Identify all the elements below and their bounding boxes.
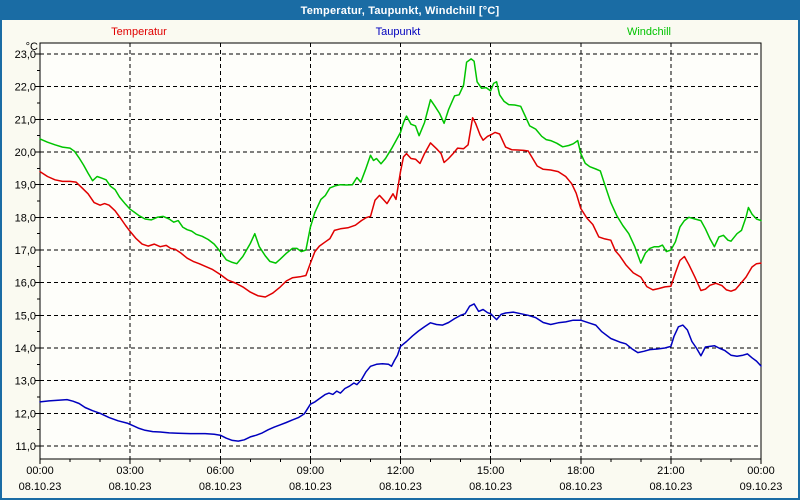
- x-tick-time-label: 03:00: [116, 465, 144, 477]
- x-tick-date-label: 08.10.23: [379, 481, 422, 493]
- x-tick-time-label: 15:00: [477, 465, 505, 477]
- x-tick-date-label: 08.10.23: [109, 481, 152, 493]
- legend-item-taupunkt: Taupunkt: [376, 26, 421, 38]
- x-tick-time-label: 00:00: [747, 465, 775, 477]
- y-tick-label: 15,0: [15, 310, 36, 322]
- y-tick-label: 21,0: [15, 114, 36, 126]
- y-tick-label: 19,0: [15, 180, 36, 192]
- y-tick-label: 23,0: [15, 49, 36, 61]
- x-tick-time-label: 21:00: [657, 465, 685, 477]
- x-tick-date-label: 08.10.23: [289, 481, 332, 493]
- x-tick-time-label: 00:00: [26, 465, 54, 477]
- x-tick-date-label: 08.10.23: [649, 481, 692, 493]
- series-line-temperatur: [39, 116, 762, 298]
- window-title: Temperatur, Taupunkt, Windchill [°C]: [300, 5, 500, 17]
- legend-item-windchill: Windchill: [627, 26, 671, 38]
- y-tick-label: 11,0: [15, 441, 36, 453]
- window-titlebar: Temperatur, Taupunkt, Windchill [°C]: [2, 2, 798, 20]
- y-tick-label: 20,0: [15, 147, 36, 159]
- y-tick-label: 16,0: [15, 278, 36, 290]
- y-tick-label: 18,0: [15, 212, 36, 224]
- x-tick-time-label: 18:00: [567, 465, 595, 477]
- legend-item-temperatur: Temperatur: [111, 26, 167, 38]
- x-tick-time-label: 09:00: [297, 465, 325, 477]
- x-tick-time-label: 06:00: [207, 465, 235, 477]
- series-line-taupunkt: [39, 303, 762, 442]
- x-tick-date-label: 08.10.23: [469, 481, 512, 493]
- y-tick-label: 14,0: [15, 343, 36, 355]
- x-tick-date-label: 09.10.23: [740, 481, 783, 493]
- x-tick-date-label: 08.10.23: [199, 481, 242, 493]
- x-tick-time-label: 12:00: [387, 465, 415, 477]
- y-tick-label: 22,0: [15, 82, 36, 94]
- y-tick-label: 17,0: [15, 245, 36, 257]
- x-tick-date-label: 08.10.23: [19, 481, 62, 493]
- y-tick-label: 12,0: [15, 408, 36, 420]
- series-line-windchill: [39, 58, 762, 265]
- x-tick-date-label: 08.10.23: [559, 481, 602, 493]
- y-axis-unit-label: °C: [26, 41, 38, 53]
- y-tick-label: 13,0: [15, 376, 36, 388]
